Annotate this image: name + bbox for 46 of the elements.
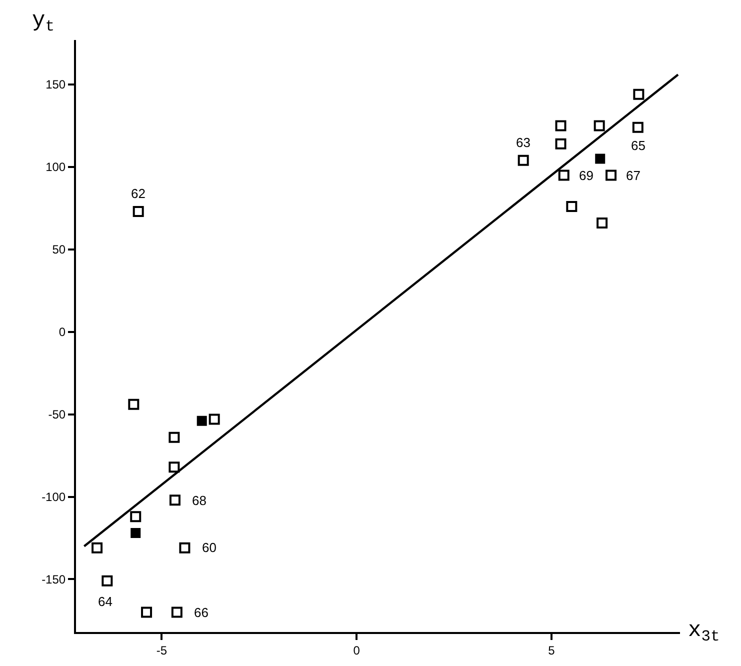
- point: [595, 154, 606, 164]
- point: [92, 542, 103, 554]
- point: [102, 575, 113, 586]
- x-tick-label: -5: [156, 643, 168, 658]
- y-tick-label: 50: [52, 242, 66, 257]
- point: [169, 494, 180, 506]
- point: [208, 414, 220, 425]
- annotation: 68: [192, 493, 206, 508]
- x-tick-label: 0: [353, 643, 360, 658]
- y-tick-label: -100: [42, 490, 66, 504]
- annotation: 67: [626, 168, 640, 183]
- x-tick-label: 5: [548, 643, 556, 658]
- point: [196, 416, 207, 426]
- y-axis-title: y$_{t}$: [32, 8, 54, 36]
- point: [168, 432, 180, 443]
- y-tick-label: -50: [48, 408, 66, 422]
- point: [130, 511, 142, 522]
- y-tick-label: 100: [46, 160, 66, 174]
- point: [168, 462, 180, 473]
- y-tick-label: 0: [58, 325, 66, 340]
- point: [555, 138, 566, 150]
- point: [632, 122, 644, 133]
- point: [596, 218, 608, 229]
- annotation: 60: [202, 540, 216, 555]
- point: [179, 542, 190, 554]
- y-tick-label: -150: [42, 572, 66, 586]
- annotation: 63: [516, 135, 530, 150]
- point: [130, 528, 141, 538]
- point: [171, 606, 182, 618]
- annotation: 64: [98, 594, 112, 609]
- point: [566, 201, 578, 212]
- point: [132, 206, 144, 217]
- point: [128, 398, 140, 410]
- annotation: 66: [194, 605, 208, 620]
- point: [606, 170, 617, 181]
- y-tick-label: 150: [46, 78, 66, 92]
- x-axis-title: x$_{3t}$: [688, 618, 720, 646]
- point: [633, 88, 644, 100]
- annotation: 69: [579, 168, 594, 183]
- annotation: 62: [131, 186, 146, 201]
- point: [555, 120, 566, 132]
- point: [594, 120, 605, 132]
- point: [141, 606, 152, 618]
- point: [558, 170, 570, 181]
- point: [518, 154, 529, 166]
- annotation: 65: [631, 138, 646, 153]
